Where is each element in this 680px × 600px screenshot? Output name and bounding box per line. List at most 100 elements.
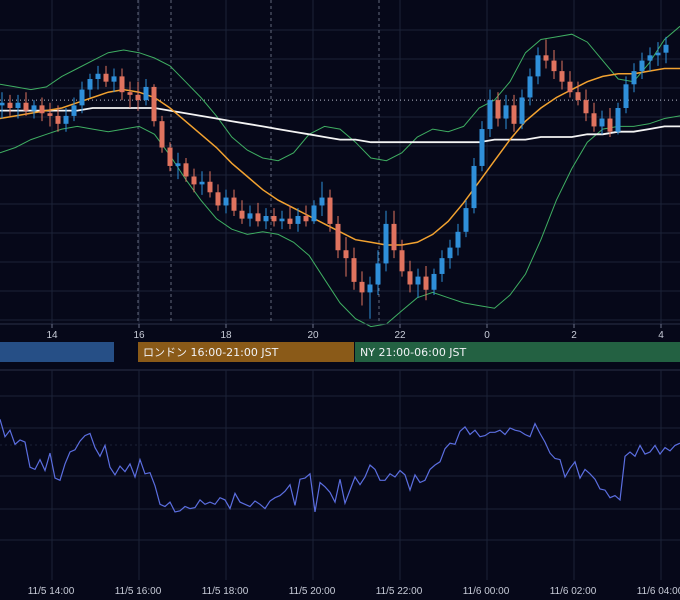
- candle: [327, 189, 333, 232]
- candles: [0, 36, 669, 319]
- candle-body: [351, 258, 357, 282]
- candle: [271, 208, 277, 227]
- candle: [71, 97, 77, 122]
- candle: [479, 121, 485, 172]
- candle-body: [151, 86, 157, 122]
- candle-body: [263, 216, 269, 222]
- session-label: NY 21:00-06:00 JST: [360, 346, 467, 359]
- candle: [583, 89, 589, 122]
- candle: [447, 239, 453, 269]
- candle-body: [223, 197, 229, 206]
- candle-body: [175, 163, 181, 166]
- candle-body: [591, 113, 597, 127]
- candle: [575, 81, 581, 106]
- candle: [199, 171, 205, 195]
- candle: [55, 105, 61, 132]
- candle-body: [311, 205, 317, 222]
- candle-body: [63, 115, 69, 124]
- candle: [543, 39, 549, 69]
- price-x-tick-label: 20: [307, 330, 319, 341]
- candle: [343, 237, 349, 277]
- candle-body: [503, 105, 509, 119]
- candle: [79, 81, 85, 114]
- candle-body: [463, 208, 469, 232]
- candle: [375, 250, 381, 296]
- candle: [407, 260, 413, 293]
- candle-body: [455, 231, 461, 248]
- candle: [167, 142, 173, 172]
- candle: [295, 208, 301, 232]
- candle: [15, 94, 21, 119]
- candle: [567, 71, 573, 98]
- candle: [47, 102, 53, 127]
- candle: [383, 210, 389, 272]
- candle-body: [295, 216, 301, 224]
- candle-body: [367, 284, 373, 293]
- candle: [39, 97, 45, 122]
- osc-x-tick-label: 11/5 16:00: [115, 586, 162, 597]
- candle-body: [127, 92, 133, 95]
- candle-body: [615, 108, 621, 132]
- candle-body: [647, 55, 653, 61]
- candle-body: [655, 52, 661, 56]
- osc-x-tick-label: 11/6 00:00: [463, 586, 510, 597]
- candle-body: [359, 281, 365, 293]
- candle-body: [407, 271, 413, 285]
- session-label: ロンドン 16:00-21:00 JST: [143, 346, 279, 359]
- candle: [223, 189, 229, 214]
- candle-body: [71, 105, 77, 116]
- candle-body: [447, 247, 453, 259]
- candle-body: [495, 100, 501, 119]
- osc-x-tick-label: 11/5 14:00: [28, 586, 75, 597]
- candle: [175, 152, 181, 180]
- candle-body: [535, 55, 541, 77]
- candle-body: [103, 73, 109, 82]
- candle-body: [207, 181, 213, 193]
- candle-body: [279, 218, 285, 222]
- candle: [591, 102, 597, 132]
- candle-body: [335, 223, 341, 251]
- candle-body: [95, 73, 101, 80]
- candle: [367, 276, 373, 319]
- candle-body: [31, 105, 37, 111]
- candle-body: [631, 71, 637, 85]
- candle: [631, 63, 637, 93]
- candle-body: [423, 276, 429, 290]
- candle: [647, 47, 653, 72]
- candle-body: [375, 263, 381, 285]
- candle: [287, 205, 293, 230]
- price-x-tick-label: 16: [133, 330, 145, 341]
- candle-body: [607, 118, 613, 132]
- session-bar: ロンドン 16:00-21:00 JST NY 21:00-06:00 JST: [0, 342, 680, 362]
- candle: [319, 181, 325, 216]
- candle-body: [567, 81, 573, 93]
- candle-body: [79, 89, 85, 106]
- candle: [471, 158, 477, 214]
- candle-body: [391, 223, 397, 251]
- candle: [207, 171, 213, 198]
- candle: [535, 47, 541, 85]
- candle: [143, 79, 149, 106]
- candle-body: [111, 76, 117, 82]
- candle-body: [87, 79, 93, 90]
- candle-body: [399, 250, 405, 272]
- candle-body: [7, 102, 13, 108]
- candle-body: [255, 213, 261, 222]
- candle-body: [415, 276, 421, 285]
- candle-body: [471, 165, 477, 209]
- candle: [399, 239, 405, 277]
- candle: [551, 50, 557, 80]
- osc-x-tick-label: 11/5 22:00: [376, 586, 423, 597]
- candle: [639, 52, 645, 80]
- candle: [87, 73, 93, 98]
- candle-body: [439, 258, 445, 274]
- candle: [247, 205, 253, 227]
- oscillator-grid: [0, 369, 680, 580]
- session-block: [355, 342, 680, 362]
- candle-body: [383, 223, 389, 264]
- candle: [63, 108, 69, 132]
- candle-body: [511, 105, 517, 124]
- candle-body: [559, 71, 565, 82]
- candle: [511, 94, 517, 132]
- ma-white-line: [0, 107, 680, 144]
